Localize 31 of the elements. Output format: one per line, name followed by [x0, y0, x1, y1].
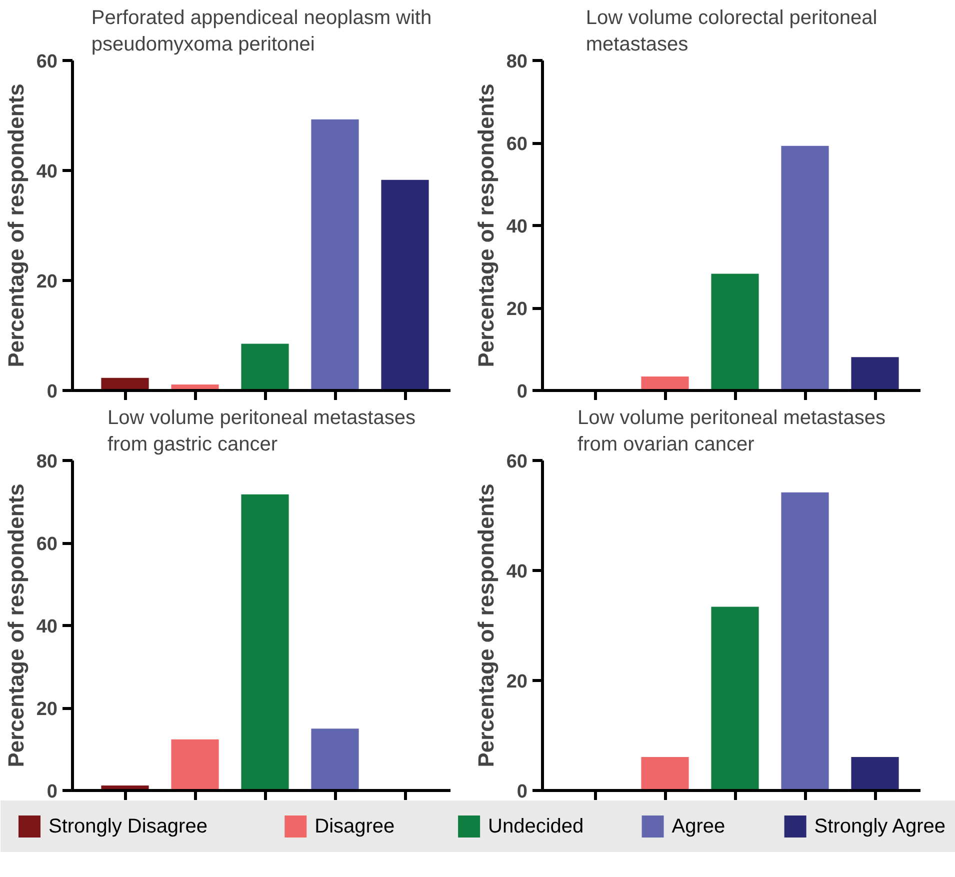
y-tick-label: 80 — [36, 452, 58, 472]
chart-title: Low volume colorectal peritoneal metastases — [586, 7, 878, 56]
y-tick-label: 60 — [36, 534, 58, 555]
y-axis-title: Percentage of respondents — [3, 484, 28, 768]
y-tick-label: 60 — [506, 134, 528, 155]
y-tick-label: 40 — [506, 216, 528, 238]
y-tick-label: 20 — [36, 272, 58, 292]
y-tick-label: 20 — [36, 699, 58, 720]
y-tick-label: 40 — [36, 616, 58, 638]
legend-label: Strongly Agree — [814, 816, 946, 838]
y-tick-label: 0 — [46, 382, 58, 402]
legend-label: Disagree — [314, 816, 395, 838]
y-axis-title: Percentage of respondents — [3, 84, 28, 368]
y-tick-label: 0 — [516, 782, 528, 802]
legend-label: Undecided — [488, 816, 584, 838]
chart-title: Low volume peritoneal metastases from ovarian cancer — [578, 407, 886, 456]
y-tick-label: 20 — [506, 672, 528, 692]
y-tick-label: 0 — [46, 782, 58, 802]
y-tick-label: 40 — [506, 562, 528, 582]
legend-label: Strongly Disagree — [48, 816, 208, 838]
y-tick-label: 20 — [506, 299, 528, 320]
y-tick-label: 80 — [506, 52, 528, 72]
y-axis-title: Percentage of respondents — [473, 84, 498, 368]
chart-title: Perforated appendiceal neoplasm with pseudomyxoma peritonei — [91, 7, 432, 56]
legend-label: Agree — [672, 816, 726, 838]
y-tick-label: 40 — [36, 162, 58, 182]
y-tick-label: 60 — [506, 452, 528, 472]
chart-title: Low volume peritoneal metastases from gastric cancer — [108, 407, 416, 456]
y-tick-label: 60 — [36, 52, 58, 72]
y-axis-title: Percentage of respondents — [473, 484, 498, 768]
y-tick-label: 0 — [516, 382, 528, 402]
